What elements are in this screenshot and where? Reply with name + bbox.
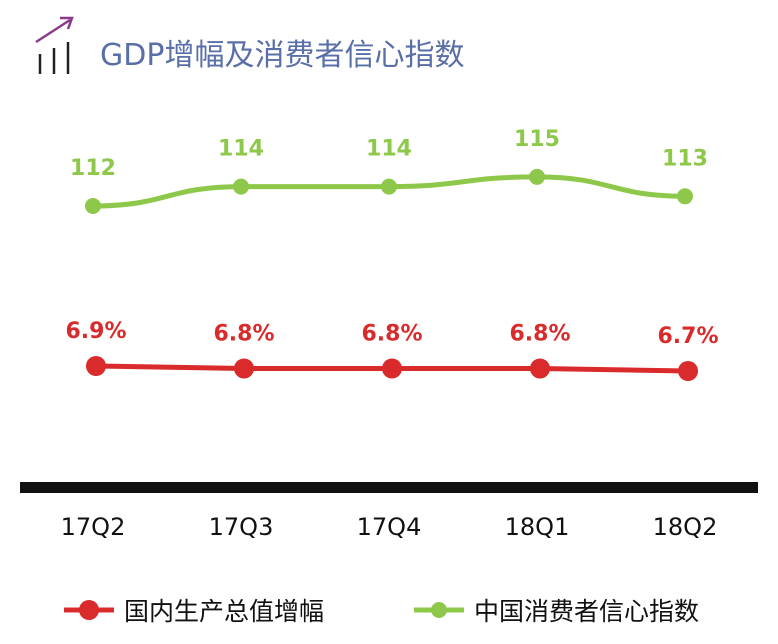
series-gdp-growth: 6.9% 6.8% 6.8% 6.8% 6.7% [65, 319, 719, 381]
gdp-point-18Q2 [678, 361, 698, 381]
legend-label-confidence: 中国消费者信心指数 [474, 597, 700, 626]
gdp-value-label-18Q2: 6.7% [657, 324, 718, 349]
chart-title: GDP增幅及消费者信心指数 [100, 38, 465, 73]
confidence-point-17Q4 [381, 178, 397, 195]
series-consumer-confidence: 112 114 114 115 113 [70, 127, 708, 214]
confidence-value-label-17Q2: 112 [70, 156, 116, 181]
confidence-point-18Q1 [529, 168, 545, 185]
gdp-point-18Q1 [530, 358, 550, 379]
legend-marker-confidence [414, 602, 464, 618]
legend: 国内生产总值增幅 中国消费者信心指数 [0, 585, 778, 635]
x-tick-label-18Q1: 18Q1 [505, 513, 570, 541]
confidence-point-17Q3 [233, 178, 249, 195]
gdp-value-label-18Q1: 6.8% [509, 322, 570, 347]
legend-marker-gdp [64, 600, 114, 620]
confidence-value-label-17Q4: 114 [366, 137, 412, 162]
legend-item-gdp: 国内生产总值增幅 [62, 585, 324, 635]
gdp-value-label-17Q4: 6.8% [361, 322, 422, 347]
legend-label-gdp: 国内生产总值增幅 [124, 597, 325, 626]
gdp-point-17Q2 [86, 356, 106, 376]
x-tick-label-18Q2: 18Q2 [653, 513, 718, 541]
confidence-value-label-18Q1: 115 [514, 127, 560, 152]
confidence-point-18Q2 [677, 188, 693, 205]
x-tick-label-17Q2: 17Q2 [61, 513, 126, 541]
legend-item-confidence: 中国消费者信心指数 [412, 585, 699, 635]
x-tick-label-17Q4: 17Q4 [357, 513, 422, 541]
chart-header: GDP增幅及消费者信心指数 [0, 0, 778, 100]
gdp-value-label-17Q3: 6.8% [213, 322, 274, 347]
x-axis-tick-labels: 17Q2 17Q3 17Q4 18Q1 18Q2 [61, 513, 718, 541]
x-axis-line [20, 482, 758, 493]
gdp-point-17Q4 [382, 358, 402, 379]
gdp-value-label-17Q2: 6.9% [65, 319, 126, 344]
gdp-point-17Q3 [234, 358, 254, 379]
x-tick-label-17Q3: 17Q3 [209, 513, 274, 541]
confidence-point-17Q2 [85, 198, 101, 214]
confidence-value-label-18Q2: 113 [662, 146, 708, 171]
growth-chart-icon [35, 16, 74, 74]
confidence-value-label-17Q3: 114 [218, 137, 264, 162]
